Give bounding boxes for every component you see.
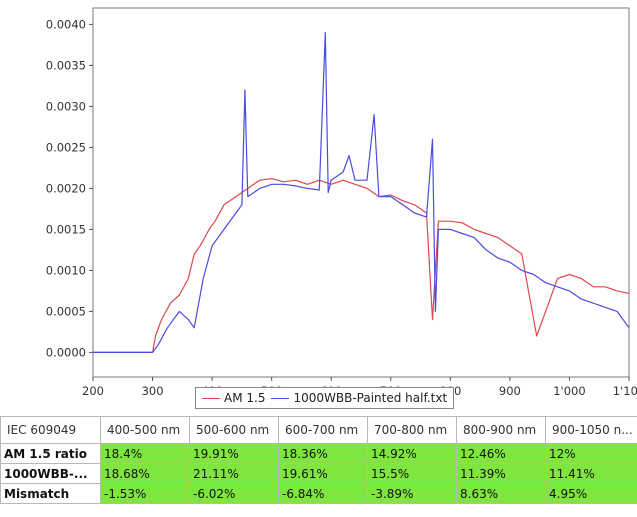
table-cell[interactable]: 12.46% bbox=[456, 443, 546, 464]
legend-swatch-am15 bbox=[202, 398, 220, 399]
x-tick-label: 900 bbox=[499, 384, 521, 398]
x-tick-label: 200 bbox=[82, 384, 104, 398]
column-header[interactable]: 400-500 nm bbox=[100, 416, 190, 444]
row-label: 1000WBB-... bbox=[0, 463, 101, 484]
table-cell[interactable]: 19.61% bbox=[278, 463, 368, 484]
y-tick-label: 0.0015 bbox=[46, 222, 86, 236]
table-cell[interactable]: 11.39% bbox=[456, 463, 546, 484]
table-cell[interactable]: 12% bbox=[545, 443, 637, 464]
y-tick-label: 0.0010 bbox=[46, 263, 86, 277]
plot-area bbox=[92, 7, 630, 378]
ratio-table: IEC 609049 400-500 nm 500-600 nm 600-700… bbox=[0, 416, 637, 504]
y-tick-label: 0.0005 bbox=[46, 304, 86, 318]
table-cell[interactable]: -6.84% bbox=[278, 483, 368, 504]
x-tick-label: 1'000 bbox=[553, 384, 585, 398]
legend-label-wbb: 1000WBB-Painted half.txt bbox=[293, 391, 448, 405]
column-header[interactable]: 900-1050 n... bbox=[545, 416, 637, 444]
column-header[interactable]: IEC 609049 bbox=[0, 416, 101, 444]
series-layer bbox=[93, 32, 630, 353]
table-row: Mismatch -1.53% -6.02% -6.84% -3.89% 8.6… bbox=[0, 483, 637, 504]
table-cell[interactable]: -6.02% bbox=[189, 483, 279, 504]
column-header[interactable]: 700-800 nm bbox=[367, 416, 457, 444]
row-label: Mismatch bbox=[0, 483, 101, 504]
y-tick-label: 0.0030 bbox=[46, 99, 86, 113]
table-cell[interactable]: 18.68% bbox=[100, 463, 190, 484]
legend-label-am15: AM 1.5 bbox=[224, 391, 266, 405]
chart-legend: AM 1.5 1000WBB-Painted half.txt bbox=[195, 387, 455, 409]
column-header[interactable]: 500-600 nm bbox=[189, 416, 279, 444]
table-cell[interactable]: 15.5% bbox=[367, 463, 457, 484]
table-row: AM 1.5 ratio 18.4% 19.91% 18.36% 14.92% … bbox=[0, 443, 637, 464]
row-label: AM 1.5 ratio bbox=[0, 443, 101, 464]
column-header[interactable]: 600-700 nm bbox=[278, 416, 368, 444]
x-tick-label: 300 bbox=[142, 384, 164, 398]
table-cell[interactable]: 4.95% bbox=[545, 483, 637, 504]
table-cell[interactable]: 14.92% bbox=[367, 443, 457, 464]
y-axis: 0.0000 0.0005 0.0010 0.0015 0.0020 0.0025 0.00… bbox=[46, 17, 93, 359]
table-cell[interactable]: 21.11% bbox=[189, 463, 279, 484]
column-header[interactable]: 800-900 nm bbox=[456, 416, 546, 444]
table-cell[interactable]: 11.41% bbox=[545, 463, 637, 484]
table-header-row: IEC 609049 400-500 nm 500-600 nm 600-700… bbox=[0, 416, 637, 444]
y-tick-label: 0.0025 bbox=[46, 140, 86, 154]
table-row: 1000WBB-... 18.68% 21.11% 19.61% 15.5% 1… bbox=[0, 463, 637, 484]
table-cell[interactable]: 19.91% bbox=[189, 443, 279, 464]
series-line-1 bbox=[93, 32, 630, 353]
y-tick-label: 0.0040 bbox=[46, 17, 86, 31]
legend-swatch-wbb bbox=[271, 398, 290, 399]
y-tick-label: 0.0000 bbox=[46, 345, 86, 359]
table-cell[interactable]: 18.36% bbox=[278, 443, 368, 464]
y-tick-label: 0.0035 bbox=[46, 58, 86, 72]
y-tick-label: 0.0020 bbox=[46, 181, 86, 195]
legend-item-wbb: 1000WBB-Painted half.txt bbox=[271, 391, 447, 405]
plot-frame bbox=[92, 7, 630, 378]
table-cell[interactable]: -3.89% bbox=[367, 483, 457, 504]
x-tick-label: 1'100 bbox=[613, 384, 637, 398]
table-cell[interactable]: -1.53% bbox=[100, 483, 190, 504]
spectrum-chart: 0.0000 0.0005 0.0010 0.0015 0.0020 0.0025 0.00… bbox=[46, 7, 637, 398]
table-cell[interactable]: 18.4% bbox=[100, 443, 190, 464]
table-cell[interactable]: 8.63% bbox=[456, 483, 546, 504]
legend-item-am15: AM 1.5 bbox=[202, 391, 265, 405]
